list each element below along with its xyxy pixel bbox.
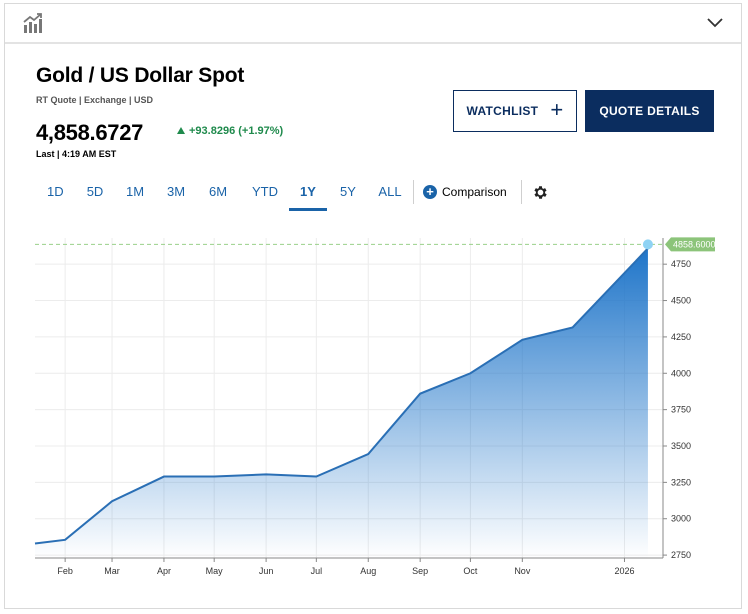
tab-5y[interactable]: 5Y (340, 184, 356, 199)
quote-details-label: QUOTE DETAILS (599, 104, 700, 118)
divider (521, 180, 522, 204)
tab-5d[interactable]: 5D (86, 184, 104, 199)
active-tab-indicator (289, 208, 327, 211)
watchlist-label: WATCHLIST (466, 104, 539, 118)
last-price-marker (642, 239, 653, 250)
y-tick-label: 3250 (671, 477, 691, 487)
y-tick-label: 4500 (671, 296, 691, 306)
tab-1d[interactable]: 1D (47, 184, 64, 199)
y-tick-label: 3500 (671, 441, 691, 451)
tab-1y[interactable]: 1Y (300, 184, 316, 199)
bar-chart-trend-icon[interactable] (22, 12, 44, 34)
last-price: 4,858.6727 (36, 120, 144, 145)
x-tick-label: Nov (514, 566, 531, 576)
tab-6m[interactable]: 6M (208, 184, 228, 199)
y-tick-label: 3000 (671, 514, 691, 524)
quote-card: Gold / US Dollar Spot RT Quote | Exchang… (4, 3, 742, 609)
y-tick-label: 4750 (671, 259, 691, 269)
price-chart-svg: 2750 3000 3250 3500 3750 4000 4250 4500 4750 4858… (34, 237, 716, 576)
y-tick-label: 4000 (671, 368, 691, 378)
x-tick-label: Feb (57, 566, 73, 576)
tab-all[interactable]: ALL (378, 184, 402, 199)
x-tick-label: Apr (157, 566, 171, 576)
y-tick-label: 2750 (671, 550, 691, 560)
price-change-value: +93.8296 (+1.97%) (189, 125, 284, 137)
price-line (34, 247, 649, 545)
x-tick-label: 2026 (614, 566, 634, 576)
gear-icon[interactable] (532, 184, 549, 201)
x-tick-label: Mar (104, 566, 120, 576)
tab-1m[interactable]: 1M (126, 184, 145, 199)
x-tick-label: Aug (360, 566, 376, 576)
tab-ytd[interactable]: YTD (252, 184, 278, 199)
chevron-down-icon[interactable] (705, 14, 725, 32)
quote-details-button[interactable]: QUOTE DETAILS (585, 90, 714, 132)
comparison-button[interactable]: + Comparison (423, 182, 507, 202)
divider (413, 180, 414, 204)
card-toolbar (5, 4, 741, 44)
add-circle-icon: + (423, 185, 437, 199)
page-title: Gold / US Dollar Spot (36, 64, 245, 87)
x-tick-label: Sep (412, 566, 428, 576)
last-update-time: Last | 4:19 AM EST (36, 149, 117, 159)
tab-3m[interactable]: 3M (166, 184, 186, 199)
comparison-label: Comparison (442, 185, 507, 199)
last-value-tag (665, 237, 715, 252)
x-tick-label: Jun (259, 566, 274, 576)
price-area (35, 248, 648, 558)
price-change: +93.8296 (+1.97%) (177, 125, 283, 137)
x-tick-label: Oct (463, 566, 478, 576)
price-chart[interactable]: 2750 3000 3250 3500 3750 4000 4250 4500 4750 4858… (5, 236, 741, 590)
watchlist-button[interactable]: WATCHLIST + (453, 90, 577, 132)
plus-icon: + (550, 97, 564, 122)
y-tick-label: 3750 (671, 405, 691, 415)
up-arrow-icon (177, 127, 185, 134)
x-tick-label: May (206, 566, 224, 576)
last-value-label: 4858.6000 (673, 239, 716, 249)
quote-source: RT Quote | Exchange | USD (36, 95, 154, 105)
x-tick-label: Jul (311, 566, 323, 576)
y-tick-label: 4250 (671, 332, 691, 342)
time-range-tabs: 1D 5D 1M 3M 6M YTD 1Y 5Y ALL + Compariso… (5, 176, 741, 212)
